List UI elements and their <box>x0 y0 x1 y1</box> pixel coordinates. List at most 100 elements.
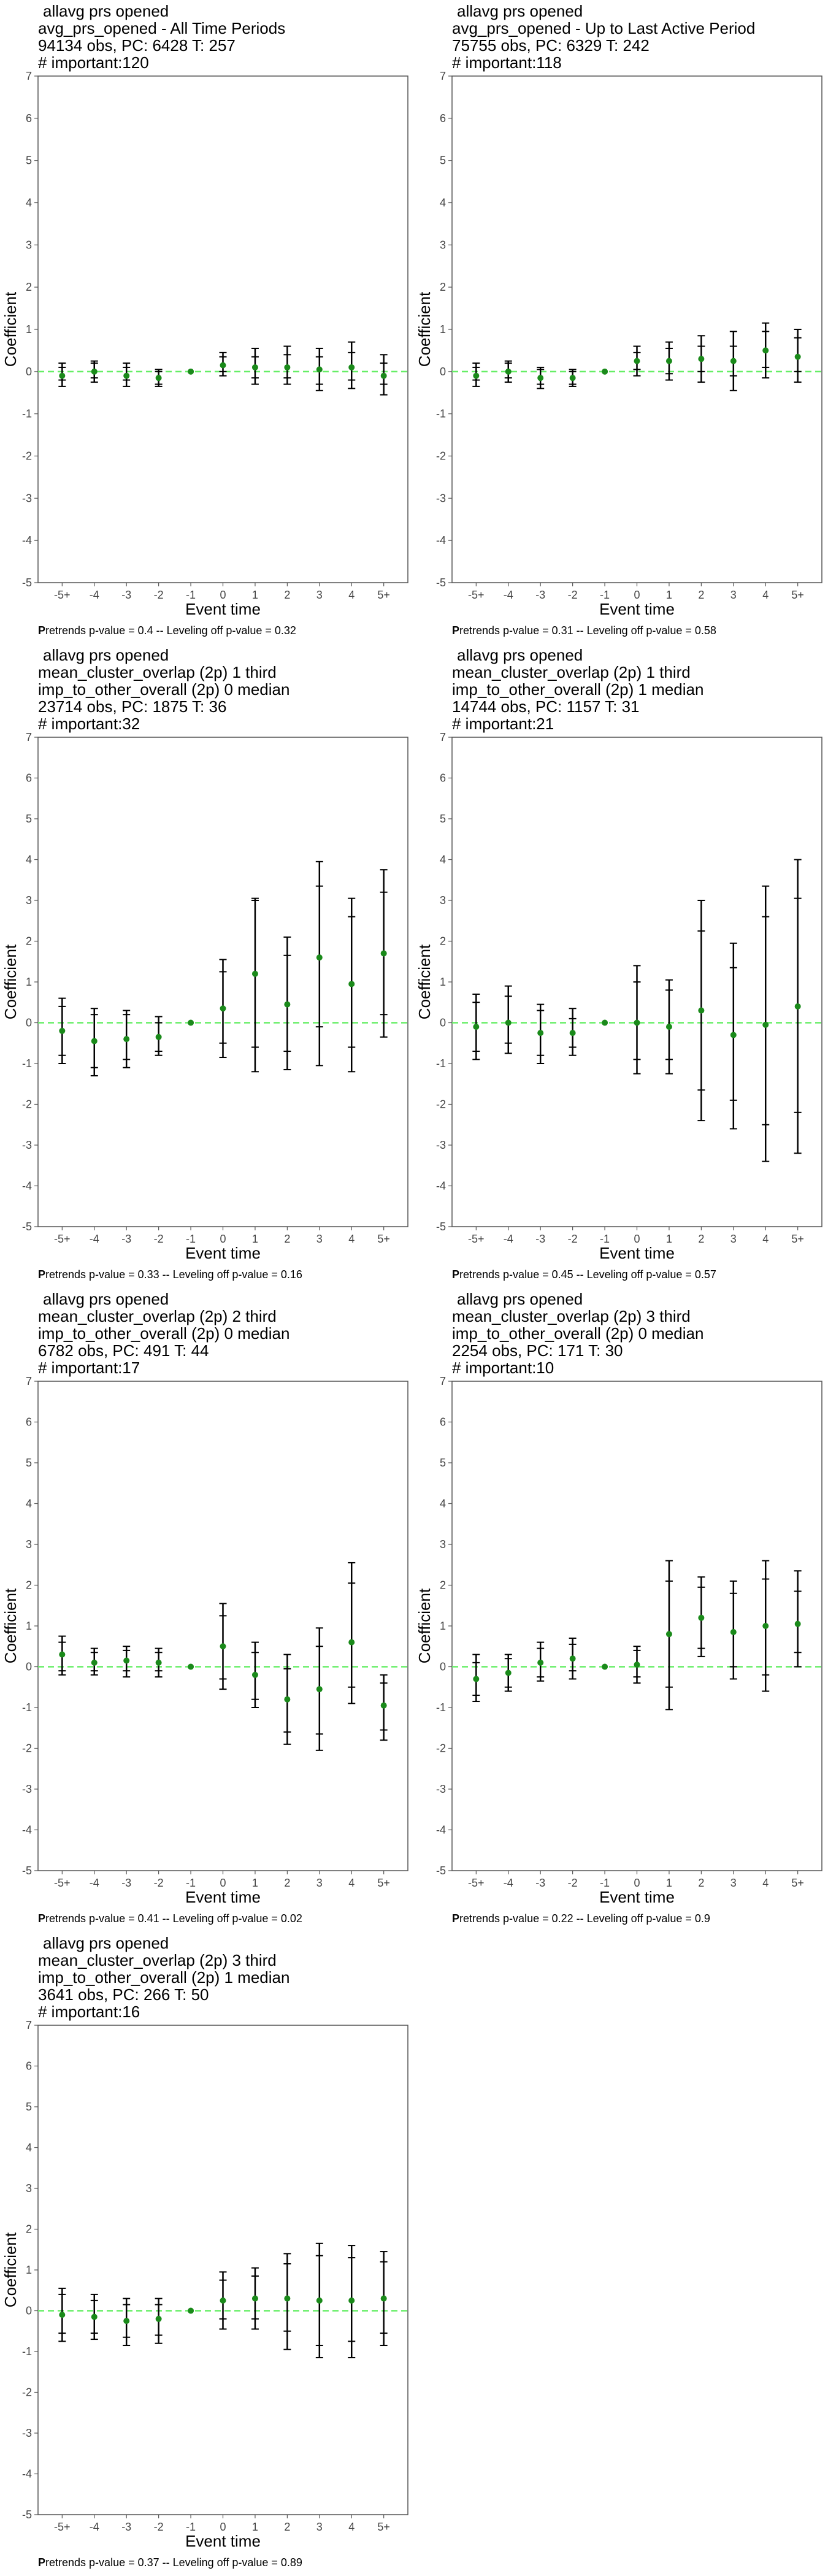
data-point-group <box>697 335 705 383</box>
y-tick-label: 0 <box>440 1017 446 1029</box>
data-point <box>730 1628 737 1635</box>
plot-frame <box>37 75 408 583</box>
data-point <box>602 368 608 375</box>
y-tick-label: 7 <box>440 731 446 743</box>
data-point-group <box>504 1654 512 1692</box>
chart-title-line: allavg prs opened <box>43 1934 169 1952</box>
data-point <box>348 1639 355 1646</box>
y-tick-label: -4 <box>436 534 446 546</box>
y-tick-label: 0 <box>26 366 32 378</box>
y-tick-label: 3 <box>26 1538 32 1551</box>
data-point-group <box>697 900 705 1122</box>
y-tick-label: 0 <box>440 1661 446 1673</box>
chart-title-line: # important:21 <box>452 715 554 733</box>
data-point <box>188 2307 194 2314</box>
data-point <box>348 364 355 370</box>
x-tick-label: -1 <box>186 2521 196 2533</box>
chart-title-line: mean_cluster_overlap (2p) 3 third <box>452 1307 691 1325</box>
x-tick-label: -1 <box>600 1233 610 1245</box>
y-tick-label: 5 <box>440 155 446 167</box>
y-tick-label: 6 <box>26 772 32 784</box>
y-tick-label: 5 <box>26 2101 32 2113</box>
data-point <box>348 2297 355 2304</box>
data-point <box>537 1659 544 1666</box>
data-point <box>794 1620 801 1627</box>
data-point-group <box>472 993 480 1060</box>
data-point <box>762 347 769 354</box>
y-tick-label: 5 <box>26 1457 32 1469</box>
data-point-group <box>315 2242 323 2358</box>
data-point-group <box>251 347 259 385</box>
chart-title-line: imp_to_other_overall (2p) 0 median <box>452 1324 704 1343</box>
y-axis-label: Coefficient <box>1 291 20 367</box>
y-tick-label: 7 <box>26 70 32 82</box>
data-point-group <box>283 345 291 385</box>
data-point <box>91 1038 98 1045</box>
y-tick-label: 7 <box>440 70 446 82</box>
x-tick-label: -1 <box>186 1233 196 1245</box>
data-point-group <box>472 362 480 387</box>
chart-title: allavg prs opened mean_cluster_overlap (2… <box>452 1290 703 1376</box>
data-point-group <box>348 1562 356 1704</box>
x-tick-label: -2 <box>154 1877 164 1889</box>
x-tick-label: 3 <box>316 1877 323 1889</box>
y-tick-label: -5 <box>22 1221 32 1233</box>
x-tick-label: 1 <box>252 589 258 601</box>
y-tick-label: -1 <box>22 1057 32 1070</box>
footnote-initial: P <box>452 1912 460 1925</box>
data-point <box>634 1019 640 1026</box>
x-tick-label: 1 <box>252 1877 258 1889</box>
x-tick-label: 0 <box>220 1233 226 1245</box>
y-axis-label: Coefficient <box>415 1588 434 1663</box>
x-tick-label: -1 <box>600 589 610 601</box>
y-tick-label: 3 <box>440 894 446 907</box>
data-point-group <box>794 859 802 1154</box>
x-tick-label: -2 <box>568 1233 578 1245</box>
y-axis-label: Coefficient <box>415 944 434 1019</box>
data-point-group <box>251 2267 259 2330</box>
y-axis-label: Coefficient <box>1 944 20 1019</box>
y-tick-label: 6 <box>26 1416 32 1428</box>
x-tick-label: 0 <box>634 1233 640 1245</box>
data-point <box>220 2297 226 2304</box>
x-tick-label: -2 <box>154 589 164 601</box>
chart-svg: -5 -4 -3 -2 -1 0 1 2 3 4 5 6 7 -5+ -4 -3 -2 -1 0 1 2 3 4 5+ Even… <box>415 731 822 1262</box>
y-tick-label: -4 <box>22 1824 32 1836</box>
data-point-group <box>123 1646 131 1678</box>
data-point-group <box>348 2245 356 2358</box>
data-point-group <box>380 1674 388 1741</box>
chart-title-line: 75755 obs, PC: 6329 T: 242 <box>452 36 650 55</box>
data-point <box>155 2315 162 2322</box>
data-point <box>730 358 737 364</box>
data-point <box>730 1032 737 1038</box>
footnote-text: retrends p-value = 0.37 -- Leveling off … <box>45 2556 302 2569</box>
data-point-group <box>504 985 512 1054</box>
y-tick-label: -3 <box>22 492 32 504</box>
x-tick-label: 3 <box>316 2521 323 2533</box>
data-point <box>380 950 387 957</box>
x-tick-label: 5+ <box>377 2521 390 2533</box>
x-tick-label: 1 <box>666 1877 672 1889</box>
data-point <box>380 1702 387 1709</box>
data-point <box>569 1030 576 1037</box>
data-point <box>698 356 705 362</box>
y-tick-label: 1 <box>440 323 446 335</box>
data-point-group <box>155 2298 163 2344</box>
data-point-group <box>537 1641 545 1682</box>
data-point <box>665 1631 672 1638</box>
data-point <box>251 970 258 977</box>
x-tick-label: 5+ <box>377 1233 390 1245</box>
data-point-group <box>251 1641 259 1708</box>
x-tick-label: 1 <box>666 589 672 601</box>
chart-panel-3: allavg prs opened mean_cluster_overlap (2… <box>0 644 414 1288</box>
y-tick-label: 4 <box>26 1498 32 1510</box>
data-point <box>59 1651 66 1658</box>
x-tick-label: 2 <box>698 589 704 601</box>
chart-title-line: 6782 obs, PC: 491 T: 44 <box>38 1341 209 1360</box>
x-tick-label: -4 <box>90 1233 99 1245</box>
x-tick-label: 3 <box>316 1233 323 1245</box>
data-point-group <box>380 2251 388 2347</box>
x-tick-label: -3 <box>535 1233 545 1245</box>
x-axis-label: Event time <box>185 2532 261 2550</box>
x-tick-label: -2 <box>568 1877 578 1889</box>
